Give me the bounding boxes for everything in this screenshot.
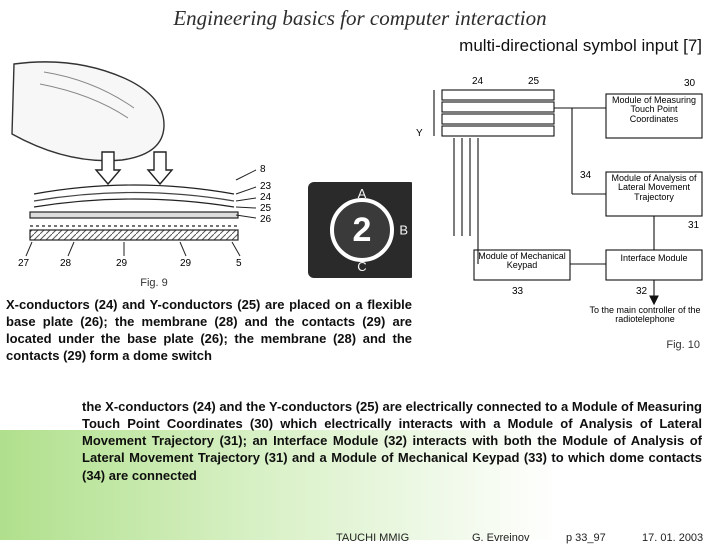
keycap-2: A B C 2 — [308, 182, 416, 278]
module-mtpc: Module of Measuring Touch Point Coordina… — [608, 96, 700, 124]
figure-10-caption: Fig. 10 — [412, 339, 708, 351]
module-malt: Module of Analysis of Lateral Movement T… — [608, 174, 700, 202]
footer-author: G. Evreinov — [472, 532, 529, 544]
keycap-label-b: B — [399, 223, 408, 238]
footer-page: p 33_97 — [566, 532, 606, 544]
paragraph-1: X-conductors (24) and Y-conductors (25) … — [6, 296, 412, 365]
callout-24: 24 — [260, 192, 272, 203]
callout-30: 30 — [684, 78, 696, 89]
callout-26: 26 — [260, 214, 272, 225]
module-im: Interface Module — [608, 254, 700, 263]
callout-32: 32 — [636, 286, 648, 297]
callout-5: 5 — [236, 258, 242, 269]
footer-date: 17. 01. 2003 — [642, 532, 703, 544]
callout-33: 33 — [512, 286, 524, 297]
callout-34: 34 — [580, 170, 592, 181]
callout-29b: 29 — [180, 258, 192, 269]
callout-28: 28 — [60, 258, 72, 269]
page-title: Engineering basics for computer interact… — [0, 6, 720, 31]
callout-8: 8 — [260, 164, 266, 175]
figure-10-svg: Y 24 25 30 34 31 33 32 Module of Measuri… — [412, 68, 708, 332]
module-out: To the main controller of the radiotelep… — [584, 306, 706, 325]
callout-23: 23 — [260, 181, 272, 192]
callout-29a: 29 — [116, 258, 128, 269]
keycap-digit: 2 — [330, 198, 394, 262]
callout-24r: 24 — [472, 76, 484, 87]
footer-org: TAUCHI MMIG — [336, 532, 409, 544]
paragraph-2: the X-conductors (24) and the Y-conducto… — [82, 398, 702, 484]
page-subtitle: multi-directional symbol input [7] — [459, 36, 702, 56]
callout-25: 25 — [260, 203, 272, 214]
callout-25r: 25 — [528, 76, 540, 87]
axis-y: Y — [416, 128, 423, 139]
figure-10: Y 24 25 30 34 31 33 32 Module of Measuri… — [412, 68, 708, 348]
callout-27: 27 — [18, 258, 30, 269]
figure-9-caption: Fig. 9 — [4, 277, 304, 289]
callout-31: 31 — [688, 220, 700, 231]
module-mmk: Module of Mechanical Keypad — [476, 252, 568, 271]
figure-9: 8 23 24 25 26 27 28 29 29 5 Fig. 9 — [4, 60, 304, 270]
figure-9-svg: 8 23 24 25 26 27 28 29 29 5 — [4, 60, 304, 270]
